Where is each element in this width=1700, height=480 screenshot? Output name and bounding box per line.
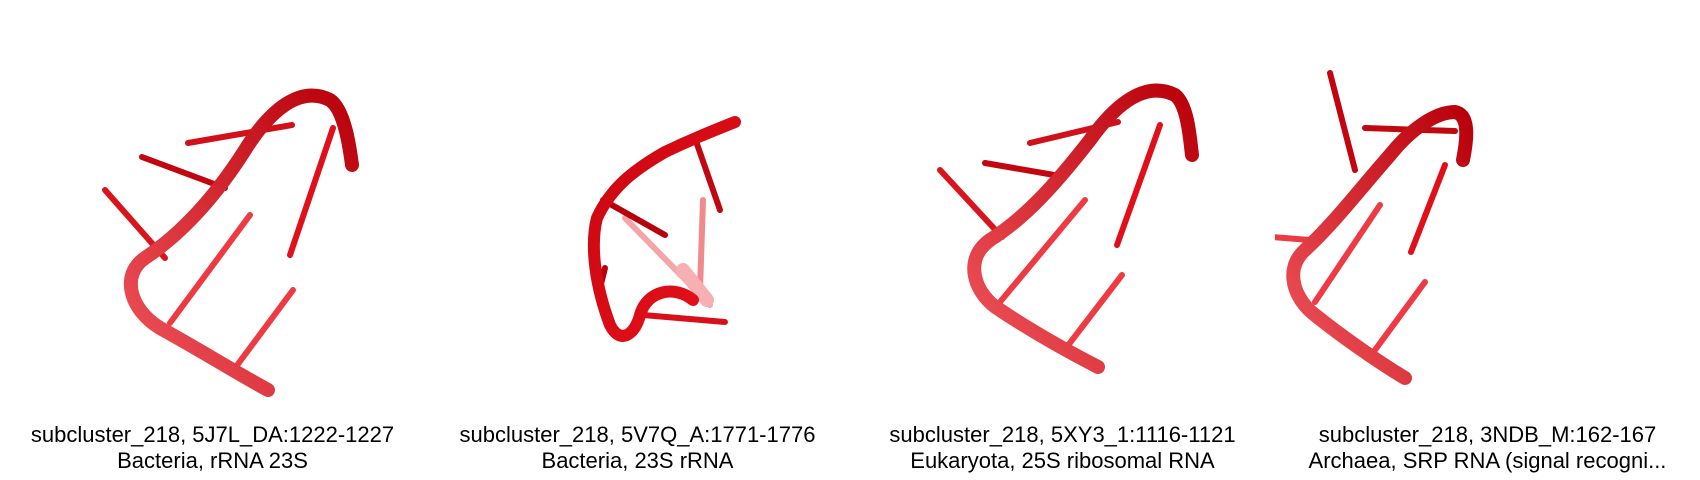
backbone-tube bbox=[587, 116, 741, 342]
base-stick bbox=[1408, 162, 1448, 255]
base-stick bbox=[937, 167, 1005, 240]
structure-panel-1: subcluster_218, 5J7L_DA:1222-1227 Bacter… bbox=[0, 0, 425, 480]
panel-title: subcluster_218, 5XY3_1:1116-1121 bbox=[889, 422, 1236, 447]
panel-subtitle: Bacteria, rRNA 23S bbox=[117, 448, 308, 473]
base-stick bbox=[640, 312, 728, 325]
rna-structure-2 bbox=[587, 116, 741, 342]
base-stick bbox=[982, 160, 1063, 179]
base-stick bbox=[1372, 279, 1428, 353]
base-stick bbox=[1063, 272, 1125, 351]
base-stick bbox=[1312, 202, 1383, 305]
base-stick bbox=[694, 141, 723, 213]
panel-title: subcluster_218, 5J7L_DA:1222-1227 bbox=[30, 422, 395, 447]
base-stick bbox=[997, 197, 1088, 305]
base-stick bbox=[235, 287, 296, 367]
backbone-tube bbox=[967, 83, 1199, 374]
base-stick bbox=[1275, 234, 1313, 243]
base-stick bbox=[1327, 70, 1358, 173]
rna-structure-3 bbox=[937, 83, 1199, 374]
base-stick bbox=[697, 197, 706, 293]
backbone-tube bbox=[123, 88, 359, 397]
base-stick bbox=[287, 125, 336, 258]
base-stick bbox=[676, 263, 714, 307]
structure-panel-2: subcluster_218, 5V7Q_A:1771-1776 Bacteri… bbox=[425, 0, 850, 480]
panel-title: subcluster_218, 3NDB_M:162-167 bbox=[1318, 422, 1657, 447]
rna-structure-4 bbox=[1275, 70, 1474, 385]
panel-subtitle: Eukaryota, 25S ribosomal RNA bbox=[910, 448, 1215, 473]
base-stick bbox=[1114, 122, 1163, 248]
structure-panel-3: subcluster_218, 5XY3_1:1116-1121 Eukaryo… bbox=[850, 0, 1275, 480]
rna-structure-1 bbox=[102, 88, 359, 397]
base-stick bbox=[167, 212, 253, 326]
base-stick bbox=[600, 197, 668, 238]
panel-subtitle: Archaea, SRP RNA (signal recogni... bbox=[1308, 448, 1667, 473]
structure-panel-4: subcluster_218, 3NDB_M:162-167 Archaea, … bbox=[1275, 0, 1700, 480]
backbone-tube bbox=[1286, 104, 1474, 385]
panel-subtitle: Bacteria, 23S rRNA bbox=[541, 448, 734, 473]
panel-title: subcluster_218, 5V7Q_A:1771-1776 bbox=[459, 422, 816, 447]
base-stick bbox=[185, 122, 295, 146]
base-stick bbox=[139, 154, 228, 191]
